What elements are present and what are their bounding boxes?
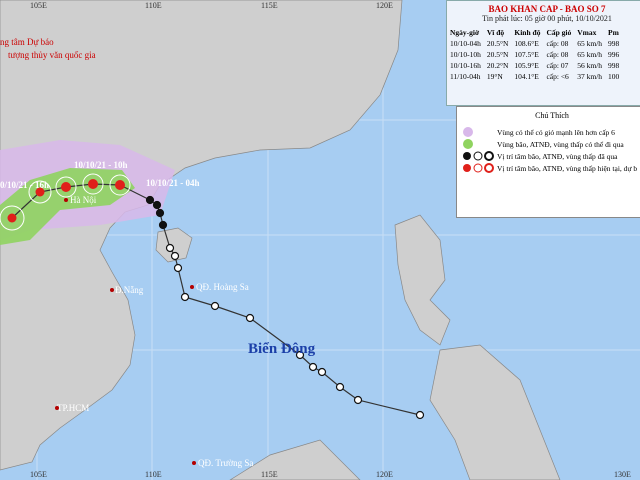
legend-text: Vị trí tâm bão, ATNĐ, vùng thấp hiện tại… (497, 163, 638, 173)
place-dots (55, 198, 196, 465)
table-row: 10/10-04h 20.5°N 108.6°E cấp: 08 65 km/h 998 (447, 38, 622, 49)
place-label: QĐ. Hoàng Sa (196, 282, 249, 292)
table-cell: 19°N (486, 72, 503, 81)
lon-label: 115E (261, 470, 278, 479)
sea-label: Biển Đông (248, 341, 316, 357)
legend-text: Vị trí tâm bão, ATNĐ, vùng thấp đã qua (497, 151, 618, 161)
legend: Chú Thích Vùng có thể có gió mạnh lên hơ… (456, 106, 640, 218)
luzon (394, 214, 451, 346)
lon-label: 120E (376, 1, 393, 10)
table-cell: 20.5°N (486, 50, 509, 59)
table-cell: 998 (608, 61, 620, 70)
column-header: Kinh độ (514, 28, 541, 37)
table-cell: 10/10-04h (450, 39, 481, 48)
table-header: Ngày-giờ Vĩ độ Kinh độ Cấp gió Vmax Pm (447, 27, 622, 38)
hainan (155, 227, 193, 263)
table-cell: 107.5°E (514, 50, 539, 59)
place-label: TP.HCM (57, 403, 89, 413)
table-cell: 108.6°E (514, 39, 539, 48)
lon-label: 110E (145, 1, 162, 10)
place-label: Hà Nội (70, 195, 97, 205)
past-positions (145, 195, 425, 420)
table-cell: cấp: 07 (546, 61, 569, 70)
bulletin-title: BAO KHAN CAP - BAO SO 7 (488, 4, 606, 14)
table-cell: cấp: 08 (546, 50, 569, 59)
lon-label: 110E (145, 470, 162, 479)
place-label: Đ.Nẵng (115, 285, 144, 295)
time-label: 10/10/21 - 04h (146, 178, 200, 188)
table-cell: 20.2°N (486, 61, 509, 70)
table-cell: 37 km/h (577, 72, 603, 81)
legend-item: Vị trí tâm bão, ATNĐ, vùng thấp đã qua (461, 150, 640, 162)
table-cell: 10/10-16h (450, 61, 481, 70)
agency-label: ng tâm Dự báo (0, 37, 54, 47)
forecast-positions (0, 173, 131, 231)
table-cell: 100 (608, 72, 620, 81)
table-cell: cấp: 08 (546, 39, 569, 48)
table-row: 10/10-16h 20.2°N 105.9°E cấp: 07 56 km/h 998 (447, 60, 622, 71)
time-label: 0/10/21 - 16h (0, 180, 49, 190)
column-header: Cấp gió (546, 28, 572, 37)
lon-label: 120E (376, 470, 393, 479)
table-cell: 20.5°N (486, 39, 509, 48)
forecast-table: Ngày-giờ Vĩ độ Kinh độ Cấp gió Vmax Pm 1… (447, 27, 622, 82)
table-cell: 105.9°E (514, 61, 539, 70)
table-row: 11/10-04h 19°N 104.1°E cấp: <6 37 km/h 100 (447, 71, 622, 82)
table-cell: 104.1°E (514, 72, 539, 81)
place-label: QĐ. Trường Sa (198, 458, 253, 468)
lon-label: 105E (30, 1, 47, 10)
table-cell: 65 km/h (577, 39, 603, 48)
legend-title: Chú Thích (535, 111, 569, 120)
table-cell: 56 km/h (577, 61, 603, 70)
table-cell: 998 (608, 39, 620, 48)
time-label: 10/10/21 - 10h (74, 160, 128, 170)
column-header: Ngày-giờ (450, 28, 480, 37)
legend-item: Vùng có thể có gió mạnh lên hơn cấp 6 (461, 126, 640, 138)
visayas (429, 344, 561, 480)
legend-text: Vùng có thể có gió mạnh lên hơn cấp 6 (497, 127, 615, 137)
column-header: Vĩ độ (486, 28, 505, 37)
bulletin-subtitle: Tin phát lúc: 05 giờ 00 phút, 10/10/2021 (482, 14, 612, 23)
legend-item: Vị trí tâm bão, ATNĐ, vùng thấp hiện tại… (461, 162, 640, 174)
table-row: 10/10-10h 20.5°N 107.5°E cấp: 08 65 km/h 996 (447, 49, 622, 60)
table-cell: cấp: <6 (546, 72, 569, 81)
table-cell: 996 (608, 50, 620, 59)
bulletin-box: BAO KHAN CAP - BAO SO 7 Tin phát lúc: 05… (446, 0, 640, 106)
lon-label: 130E (614, 470, 631, 479)
lon-label: 115E (261, 1, 278, 10)
agency-label: tượng thủy văn quốc gia (8, 50, 96, 60)
column-header: Vmax (577, 28, 597, 37)
borneo (229, 439, 361, 480)
table-cell: 11/10-04h (450, 72, 481, 81)
lon-label: 105E (30, 470, 47, 479)
forecast-cone (0, 168, 135, 245)
legend-item: Vùng bão, ATNĐ, vùng thấp có thể đi qua (461, 138, 640, 150)
table-cell: 65 km/h (577, 50, 603, 59)
table-cell: 10/10-10h (450, 50, 481, 59)
legend-text: Vùng bão, ATNĐ, vùng thấp có thể đi qua (497, 139, 624, 149)
column-header: Pm (608, 28, 619, 37)
mainland (0, 0, 403, 471)
